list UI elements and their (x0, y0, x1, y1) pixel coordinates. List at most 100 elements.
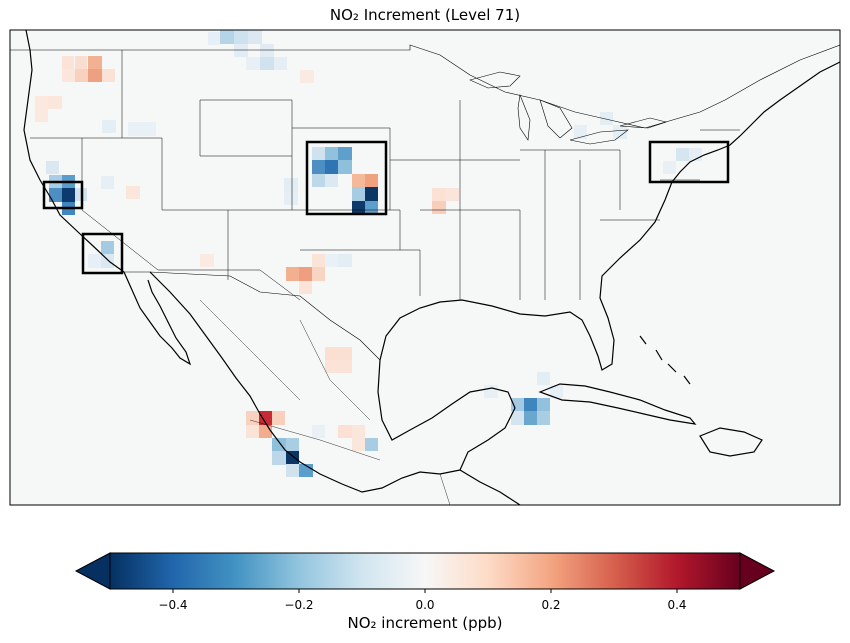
increment-cell (272, 438, 286, 451)
increment-cell (220, 30, 234, 44)
increment-cell (274, 57, 287, 70)
increment-cell (312, 174, 325, 187)
increment-cell (299, 267, 312, 281)
increment-cell (200, 254, 214, 267)
cuba-coastline (538, 383, 697, 425)
increment-cell (365, 438, 378, 451)
increment-cell (365, 174, 378, 187)
increment-cell (352, 187, 365, 201)
increment-cell (49, 188, 62, 202)
increment-cell (286, 464, 299, 477)
increment-cell (365, 187, 378, 201)
increment-cell (102, 120, 116, 133)
increment-cell (286, 451, 299, 465)
increment-cell (312, 425, 325, 438)
increment-cell (325, 254, 338, 267)
colorbar-tick-label: −0.2 (284, 598, 313, 612)
increment-cell (511, 411, 524, 425)
increment-cell (88, 254, 101, 268)
increment-cell (446, 188, 459, 201)
mexico-west-coastline (149, 271, 461, 493)
map-frame (9, 29, 841, 506)
increment-cell (352, 438, 365, 451)
increment-cell (246, 411, 259, 425)
map-title: NO₂ Increment (Level 71) (329, 6, 521, 24)
increment-cell (88, 56, 102, 69)
highlight-box-northern-california (42, 180, 84, 210)
increment-cell (352, 174, 365, 187)
highlight-box-northeast (648, 140, 730, 184)
highlight-box-colorado (305, 140, 388, 216)
increment-cell (286, 438, 299, 451)
increment-cell (101, 254, 114, 268)
increment-cell (259, 425, 272, 438)
increment-cell (338, 254, 352, 267)
increment-cell (272, 411, 285, 425)
increment-cell (246, 425, 259, 438)
increment-cell (234, 44, 248, 57)
increment-cell (338, 147, 352, 160)
increment-cell (286, 267, 299, 281)
increment-cell (300, 70, 314, 83)
colorbar-extend-high (739, 552, 776, 590)
increment-cell (75, 56, 87, 69)
gulf-coastline (377, 181, 673, 471)
highlight-boxes (42, 140, 730, 275)
increment-cell (537, 372, 550, 385)
increment-cell (128, 122, 142, 136)
highlight-box-southern-california (81, 232, 124, 275)
increment-cell (101, 176, 114, 189)
increment-cell (312, 254, 325, 268)
increment-cell (550, 385, 563, 398)
increment-cell (524, 398, 537, 411)
increment-cell (248, 30, 262, 44)
increment-cell (62, 188, 75, 202)
increment-cell (46, 161, 59, 174)
colorbar-ticks: −0.4 −0.2 0.0 0.2 0.4 (158, 589, 687, 612)
central-america-coastline (459, 469, 521, 505)
increment-cell (234, 30, 248, 44)
increment-cell (325, 347, 338, 360)
colorbar-tick-label: 0.2 (541, 598, 560, 612)
increment-cell (48, 96, 62, 109)
increment-cell (338, 160, 352, 174)
increment-cell (75, 69, 88, 82)
us-mexico-border (124, 271, 381, 361)
atlantic-coastline (671, 61, 840, 183)
increment-cell (574, 125, 587, 139)
increment-cell (600, 112, 613, 125)
increment-cell (208, 32, 220, 45)
mexico-state-borders (199, 299, 451, 505)
increment-cell (284, 178, 298, 192)
great-lakes-shorelines (469, 71, 668, 145)
increment-cell (676, 148, 689, 161)
increment-cell (142, 122, 156, 136)
increment-cell (260, 57, 274, 70)
us-canada-border (10, 44, 840, 129)
colorbar-extend-low (74, 552, 111, 590)
increment-cell (613, 125, 627, 139)
increment-cell (537, 411, 550, 425)
increment-cell (338, 425, 352, 438)
colorbar-gradient (109, 552, 741, 590)
increment-cell (299, 281, 312, 294)
state-borders (30, 50, 740, 301)
increment-cell (88, 69, 102, 82)
increment-cell (524, 411, 537, 425)
pacific-coastline (23, 30, 125, 273)
increment-cell (432, 188, 446, 201)
increment-cell (259, 411, 272, 425)
increment-cell (312, 147, 325, 160)
increment-cell (663, 161, 676, 174)
increment-cell (35, 96, 48, 122)
baja-coastline (123, 271, 192, 366)
map-linework (10, 30, 840, 505)
increment-cell (365, 201, 378, 214)
increment-cell (284, 192, 298, 205)
colorbar-tick-label: −0.4 (158, 598, 187, 612)
increment-cell (312, 267, 325, 281)
bahamas-coastline (639, 335, 691, 385)
increment-cell (260, 44, 274, 57)
increment-cell (126, 186, 140, 199)
